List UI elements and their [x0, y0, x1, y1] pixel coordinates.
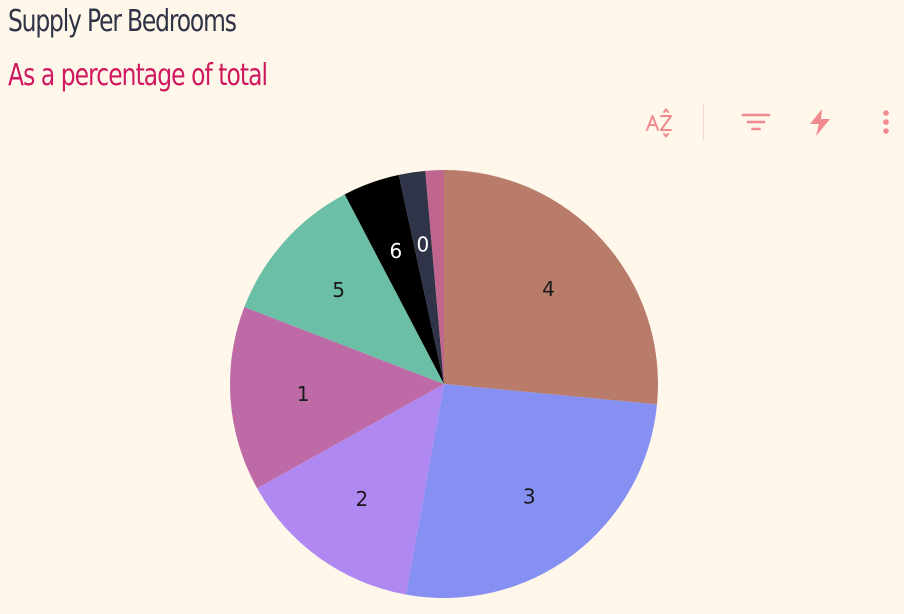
pie-slice-4[interactable] — [444, 170, 658, 405]
pie-slice-unlabeled-7[interactable] — [425, 170, 444, 384]
pie-slice-1[interactable] — [229, 307, 444, 489]
lightning-button[interactable] — [802, 104, 838, 140]
pie-slice-3[interactable] — [405, 384, 658, 598]
chart-toolbar — [630, 100, 904, 144]
chart-subtitle: As a percentage of total — [8, 58, 268, 93]
more-button[interactable] — [868, 104, 904, 140]
pie-label-6: 6 — [390, 239, 403, 263]
pie-slice-6[interactable] — [344, 174, 444, 384]
pie-label-3: 3 — [523, 485, 536, 509]
pie-label-0: 0 — [416, 232, 429, 256]
more-vertical-icon — [883, 110, 889, 134]
pie-label-4: 4 — [542, 277, 555, 301]
pie-slice-2[interactable] — [257, 384, 444, 595]
pie-label-2: 2 — [356, 487, 369, 511]
sort-az-icon — [646, 108, 672, 138]
pie-label-5: 5 — [332, 278, 345, 302]
pie-slice-5[interactable] — [244, 194, 444, 384]
chart-title: Supply Per Bedrooms — [8, 4, 237, 39]
pie-label-1: 1 — [297, 382, 310, 406]
sort-az-button[interactable] — [642, 104, 678, 140]
filter-button[interactable] — [738, 104, 774, 140]
toolbar-divider — [703, 104, 704, 140]
filter-icon — [741, 113, 771, 131]
pie-slice-0[interactable] — [398, 170, 444, 384]
lightning-icon — [810, 109, 830, 136]
